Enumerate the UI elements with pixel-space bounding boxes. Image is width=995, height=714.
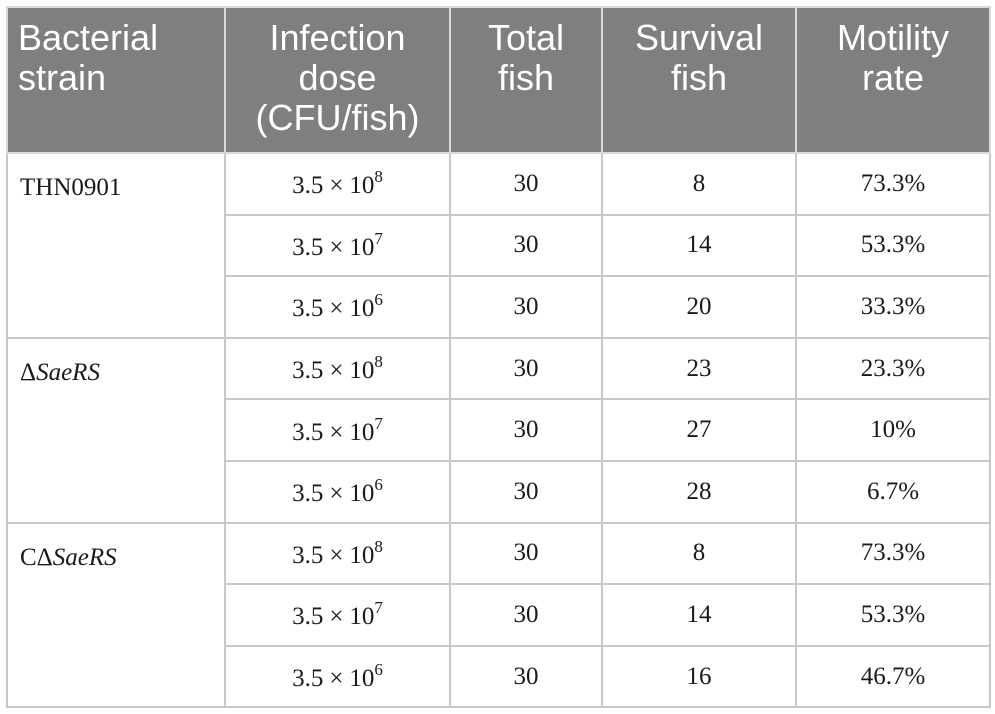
dose-cell: 3.5 × 106 bbox=[224, 644, 451, 709]
survival-fish-cell: 16 bbox=[601, 644, 797, 709]
dose-ten: 10 bbox=[349, 418, 375, 446]
dose-base: 3.5 bbox=[292, 357, 324, 385]
table-row: 3.5 × 107 30 14 53.3% bbox=[7, 583, 991, 647]
dose-cell: 3.5 × 108 bbox=[224, 336, 451, 401]
dose-base: 3.5 bbox=[292, 233, 324, 261]
dose-base: 3.5 bbox=[292, 418, 324, 446]
survival-fish-cell: 27 bbox=[601, 398, 797, 462]
total-fish-cell: 30 bbox=[449, 459, 603, 524]
dose-exponent: 7 bbox=[374, 413, 383, 433]
dose-cell: 3.5 × 107 bbox=[224, 398, 451, 462]
table-row: ΔSaeRS 3.5 × 108 30 23 23.3% bbox=[6, 336, 991, 524]
total-fish-cell: 30 bbox=[449, 336, 603, 401]
dose-base: 3.5 bbox=[292, 480, 324, 508]
dose-times: × bbox=[329, 480, 344, 508]
dose-exponent: 8 bbox=[374, 352, 383, 372]
motility-rate-cell: 6.7% bbox=[795, 459, 991, 524]
total-fish-cell: 30 bbox=[449, 152, 603, 216]
survival-fish-cell: 8 bbox=[601, 521, 797, 586]
survival-fish-cell: 8 bbox=[601, 152, 797, 216]
table-row: 3.5 × 106 30 20 33.3% bbox=[7, 275, 991, 339]
total-fish-cell: 30 bbox=[449, 521, 603, 586]
dose-cell: 3.5 × 107 bbox=[224, 213, 451, 278]
dose-times: × bbox=[329, 418, 344, 446]
dose-exponent: 8 bbox=[374, 536, 383, 556]
survival-fish-cell: 14 bbox=[601, 583, 797, 647]
total-fish-cell: 30 bbox=[449, 275, 603, 339]
table-row: 3.5 × 106 30 16 46.7% bbox=[7, 644, 991, 709]
header-bacterial-strain: Bacterial strain bbox=[6, 6, 226, 154]
table-row: CΔSaeRS 3.5 × 108 30 8 73.3% bbox=[6, 521, 991, 709]
dose-exponent: 6 bbox=[374, 290, 383, 310]
header-survival-fish: Survival fish bbox=[601, 6, 797, 154]
strain-prefix: Δ bbox=[20, 358, 37, 386]
dose-ten: 10 bbox=[349, 480, 375, 508]
strain-prefix: CΔ bbox=[20, 543, 53, 571]
strain-prefix: THN0901 bbox=[20, 174, 122, 201]
dose-times: × bbox=[329, 357, 344, 385]
total-fish-cell: 30 bbox=[449, 583, 603, 647]
header-motility-rate: Motility rate bbox=[795, 6, 991, 154]
dose-base: 3.5 bbox=[292, 603, 324, 631]
dose-ten: 10 bbox=[349, 603, 375, 631]
dose-ten: 10 bbox=[349, 541, 375, 569]
strain-italic: SaeRS bbox=[52, 543, 117, 571]
dose-cell: 3.5 × 106 bbox=[224, 275, 451, 339]
header-row: Bacterial strain Infection dose (CFU/fish) … bbox=[6, 6, 991, 154]
survival-fish-cell: 14 bbox=[601, 213, 797, 278]
dose-ten: 10 bbox=[349, 357, 375, 385]
motility-rate-cell: 46.7% bbox=[795, 644, 991, 709]
survival-fish-cell: 28 bbox=[601, 459, 797, 524]
dose-times: × bbox=[329, 541, 344, 569]
dose-times: × bbox=[329, 172, 344, 200]
dose-cell: 3.5 × 108 bbox=[224, 521, 451, 586]
dose-base: 3.5 bbox=[292, 665, 324, 693]
table-row: 3.5 × 107 30 14 53.3% bbox=[7, 213, 991, 278]
dose-ten: 10 bbox=[349, 295, 375, 323]
total-fish-cell: 30 bbox=[449, 644, 603, 709]
dose-ten: 10 bbox=[349, 233, 375, 261]
dose-base: 3.5 bbox=[292, 172, 324, 200]
total-fish-cell: 30 bbox=[449, 213, 603, 278]
dose-exponent: 6 bbox=[374, 660, 383, 680]
dose-ten: 10 bbox=[349, 665, 375, 693]
strain-cell: THN0901 bbox=[6, 152, 226, 339]
motility-rate-cell: 73.3% bbox=[795, 152, 991, 216]
dose-exponent: 7 bbox=[374, 598, 383, 618]
table-row: THN0901 3.5 × 108 30 8 73.3% bbox=[6, 152, 991, 339]
dose-times: × bbox=[329, 295, 344, 323]
header-total-fish: Total fish bbox=[449, 6, 603, 154]
dose-times: × bbox=[329, 233, 344, 261]
dose-exponent: 6 bbox=[374, 475, 383, 495]
dose-base: 3.5 bbox=[292, 295, 324, 323]
table-body: THN0901 3.5 × 108 30 8 73.3% 3.5 × 107 30 14 53.3% 3.… bbox=[6, 152, 991, 709]
data-table: Bacterial strain Infection dose (CFU/fish) … bbox=[6, 6, 991, 709]
strain-cell: CΔSaeRS bbox=[6, 521, 226, 709]
strain-italic: SaeRS bbox=[36, 358, 100, 386]
dose-times: × bbox=[329, 665, 344, 693]
survival-fish-cell: 23 bbox=[601, 336, 797, 401]
total-fish-cell: 30 bbox=[449, 398, 603, 462]
motility-rate-cell: 23.3% bbox=[795, 336, 991, 401]
dose-ten: 10 bbox=[349, 172, 375, 200]
header-infection-dose: Infection dose (CFU/fish) bbox=[224, 6, 451, 154]
motility-rate-cell: 53.3% bbox=[795, 213, 991, 278]
motility-rate-cell: 10% bbox=[795, 398, 991, 462]
dose-times: × bbox=[329, 603, 344, 631]
dose-cell: 3.5 × 107 bbox=[224, 583, 451, 647]
dose-base: 3.5 bbox=[292, 541, 324, 569]
survival-fish-cell: 20 bbox=[601, 275, 797, 339]
table-row: 3.5 × 106 30 28 6.7% bbox=[7, 459, 991, 524]
motility-rate-cell: 33.3% bbox=[795, 275, 991, 339]
motility-rate-cell: 73.3% bbox=[795, 521, 991, 586]
table-row: 3.5 × 107 30 27 10% bbox=[7, 398, 991, 462]
strain-cell: ΔSaeRS bbox=[6, 336, 226, 524]
dose-exponent: 7 bbox=[374, 228, 383, 248]
dose-cell: 3.5 × 108 bbox=[224, 152, 451, 216]
dose-cell: 3.5 × 106 bbox=[224, 459, 451, 524]
dose-exponent: 8 bbox=[374, 167, 383, 187]
motility-rate-cell: 53.3% bbox=[795, 583, 991, 647]
